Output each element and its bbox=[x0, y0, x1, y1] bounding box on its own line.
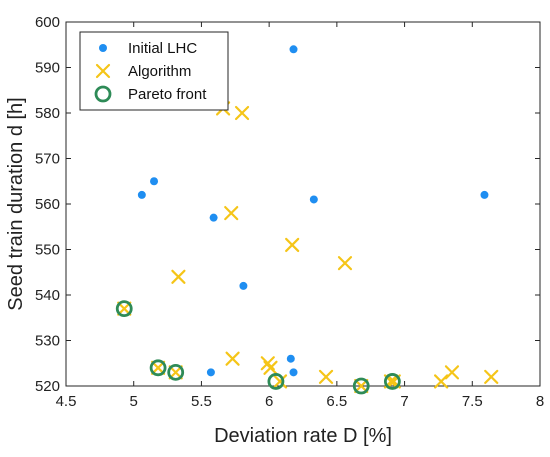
x-tick-label: 7 bbox=[400, 393, 408, 410]
initial-lhc-point bbox=[309, 195, 318, 204]
initial-lhc-point bbox=[239, 281, 248, 290]
algorithm-point bbox=[337, 256, 353, 271]
algorithm-point bbox=[171, 269, 186, 284]
x-tick-label: 5 bbox=[130, 393, 138, 410]
initial-lhc-point bbox=[480, 190, 489, 199]
initial-lhc-point bbox=[209, 213, 218, 222]
pareto-front-point bbox=[149, 359, 167, 377]
legend-marker-algorithm bbox=[95, 63, 111, 79]
initial-lhc-point bbox=[286, 354, 295, 363]
initial-lhc-point bbox=[289, 368, 298, 377]
initial-lhc-point bbox=[289, 45, 298, 54]
y-tick-label: 520 bbox=[35, 378, 60, 395]
x-tick-label: 6 bbox=[265, 393, 273, 410]
algorithm-point bbox=[484, 369, 499, 384]
y-tick-label: 600 bbox=[35, 14, 60, 31]
data-marks bbox=[115, 45, 499, 395]
algorithm-point bbox=[444, 365, 460, 380]
y-tick-label: 570 bbox=[35, 151, 60, 168]
x-tick-label: 8 bbox=[536, 393, 544, 410]
x-tick-label: 7.5 bbox=[462, 393, 483, 410]
x-tick-label: 6.5 bbox=[326, 393, 347, 410]
initial-lhc-point bbox=[206, 368, 215, 377]
pareto-front-point bbox=[115, 300, 133, 318]
algorithm-point bbox=[234, 105, 250, 121]
y-tick-label: 540 bbox=[35, 287, 60, 304]
legend-box bbox=[79, 31, 229, 111]
axis-ticks: 4.5 5 5.5 6 6.5 7 7.5 8 520 530 540 550 560 570 580 590… bbox=[35, 14, 544, 410]
algorithm-point bbox=[272, 374, 288, 389]
pareto-front-point bbox=[167, 363, 185, 381]
x-axis-label: Deviation rate D [%] bbox=[214, 425, 392, 447]
y-tick-label: 580 bbox=[35, 105, 60, 122]
x-tick-label: 4.5 bbox=[56, 393, 77, 410]
legend-marker-initial-lhc bbox=[99, 44, 107, 52]
y-tick-label: 560 bbox=[35, 196, 60, 213]
algorithm-point bbox=[285, 237, 300, 253]
legend-label-algorithm: Algorithm bbox=[128, 63, 191, 80]
legend-label-pareto-front: Pareto front bbox=[128, 86, 207, 103]
algorithm-point bbox=[225, 351, 240, 366]
legend: Initial LHC Algorithm Pareto front bbox=[79, 31, 229, 111]
initial-lhc-point bbox=[150, 177, 159, 186]
y-tick-label: 550 bbox=[35, 242, 60, 259]
algorithm-point bbox=[224, 206, 239, 221]
y-tick-label: 530 bbox=[35, 333, 60, 350]
pareto-front-point bbox=[383, 373, 401, 390]
algorithm-point bbox=[434, 374, 449, 389]
initial-lhc-point bbox=[137, 190, 146, 199]
y-axis-label: Seed train duration d [h] bbox=[5, 97, 27, 310]
legend-marker-pareto-front bbox=[94, 85, 112, 103]
algorithm-point bbox=[263, 360, 278, 375]
algorithm-point bbox=[318, 369, 334, 384]
x-tick-label: 5.5 bbox=[191, 393, 212, 410]
legend-label-initial-lhc: Initial LHC bbox=[128, 40, 197, 57]
pareto-front-point bbox=[352, 377, 370, 395]
y-tick-label: 590 bbox=[35, 60, 60, 77]
pareto-front-point bbox=[267, 373, 285, 390]
